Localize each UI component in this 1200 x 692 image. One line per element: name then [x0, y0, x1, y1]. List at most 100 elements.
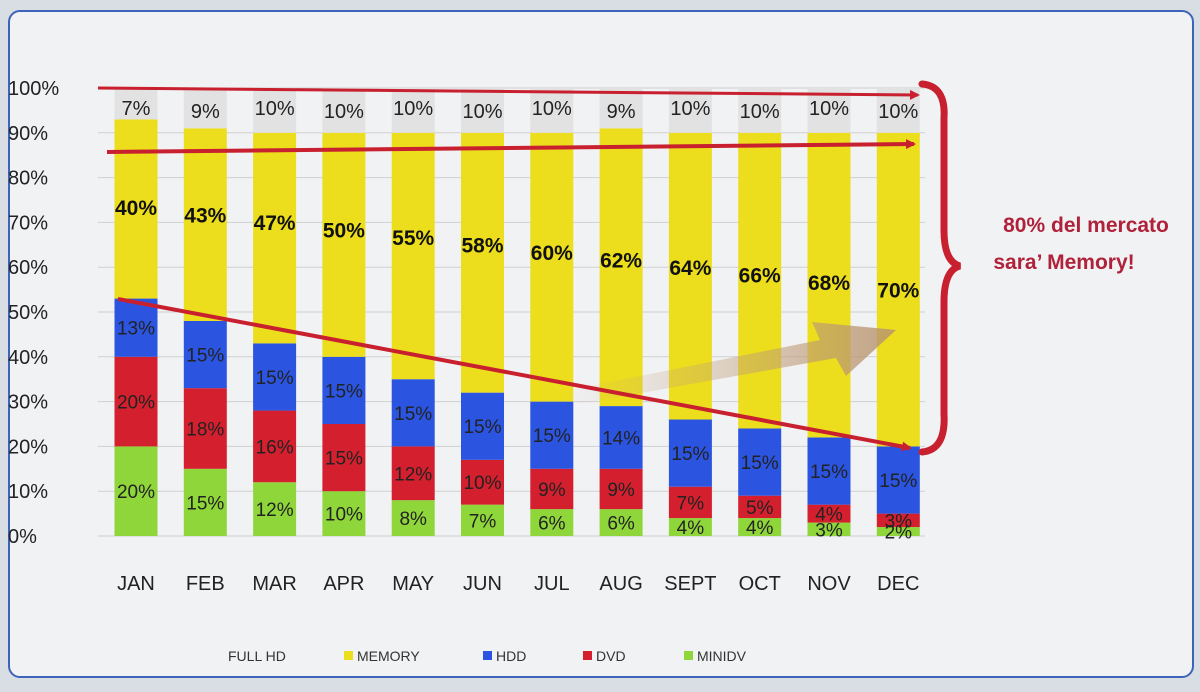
- x-tick-label: FEB: [186, 573, 225, 595]
- bar-hdd: [253, 343, 297, 411]
- bar-minidv: [530, 509, 574, 536]
- bar-minidv: [738, 518, 782, 536]
- legend-label: MINIDV: [697, 648, 747, 664]
- bar-minidv: [183, 468, 227, 536]
- bar-dvd: [391, 446, 435, 501]
- legend-swatch: [344, 651, 353, 660]
- data-label: 4%: [746, 518, 774, 539]
- data-label: 16%: [256, 437, 294, 458]
- y-tick-label: 10%: [8, 481, 48, 503]
- x-tick-label: MAY: [392, 573, 434, 595]
- y-tick-label: 0%: [8, 526, 37, 548]
- data-label: 10%: [462, 101, 502, 123]
- bar-full-hd: [599, 88, 643, 129]
- bar-hdd: [876, 446, 920, 514]
- x-tick-label: JAN: [117, 573, 155, 595]
- bar-dvd: [668, 486, 712, 519]
- y-tick-label: 70%: [8, 212, 48, 234]
- data-label: 10%: [532, 98, 572, 120]
- data-label: 20%: [117, 482, 155, 503]
- bar-minidv: [599, 509, 643, 536]
- bar-full-hd: [461, 88, 504, 133]
- x-tick-label: OCT: [739, 573, 781, 595]
- data-label: 15%: [256, 368, 294, 389]
- bar-hdd: [807, 437, 851, 505]
- bar-memory: [253, 132, 297, 344]
- data-label: 9%: [607, 101, 636, 123]
- data-label: 7%: [677, 493, 705, 514]
- bar-full-hd: [322, 88, 366, 133]
- data-label: 4%: [815, 505, 843, 526]
- data-label: 3%: [885, 511, 913, 532]
- data-label: 55%: [392, 227, 434, 250]
- data-label: 15%: [879, 471, 917, 492]
- growth-trend-arrow: [560, 322, 896, 404]
- data-label: 15%: [186, 346, 224, 367]
- data-label: 7%: [122, 98, 151, 120]
- data-label: 6%: [538, 514, 566, 535]
- x-tick-label: APR: [323, 573, 364, 595]
- data-label: 68%: [808, 272, 850, 295]
- bar-hdd: [114, 298, 158, 357]
- data-label: 15%: [325, 449, 363, 470]
- bar-memory: [807, 132, 851, 438]
- bar-full-hd: [183, 88, 227, 129]
- data-labels: 20% 20% 13% 40% 7% 15% 18% 15% 43% 9% 12% 16% 15% 47%…: [115, 98, 920, 544]
- data-label: 9%: [607, 480, 635, 501]
- bar-memory: [114, 119, 158, 299]
- bar-hdd: [322, 356, 366, 424]
- data-label: 14%: [602, 428, 640, 449]
- data-label: 7%: [469, 511, 497, 532]
- data-label: 15%: [533, 426, 571, 447]
- data-label: 15%: [741, 453, 779, 474]
- bar-dvd: [738, 495, 782, 519]
- data-label: 10%: [393, 98, 433, 120]
- decline-arrow: [117, 297, 912, 452]
- data-label: 12%: [394, 464, 432, 485]
- data-label: 13%: [117, 319, 155, 340]
- y-tick-label: 100%: [8, 78, 59, 100]
- bar-full-hd: [114, 88, 158, 120]
- data-label: 10%: [878, 101, 918, 123]
- data-label: 10%: [255, 98, 295, 120]
- y-tick-label: 20%: [8, 436, 48, 458]
- bar-memory: [183, 128, 227, 321]
- y-tick-label: 80%: [8, 168, 48, 190]
- grid-lines: [98, 87, 925, 537]
- bar-dvd: [530, 468, 574, 510]
- legend-swatch: [483, 651, 492, 660]
- bar-hdd: [599, 406, 643, 469]
- note-line-2: sara’ Memory!: [993, 251, 1134, 274]
- x-tick-label: JUL: [534, 573, 570, 595]
- bar-memory: [322, 132, 366, 357]
- bar-memory: [738, 132, 782, 429]
- top-arrow: [97, 86, 920, 100]
- bar-dvd: [114, 356, 158, 447]
- data-label: 40%: [115, 197, 157, 220]
- data-label: 15%: [671, 444, 709, 465]
- data-label: 3%: [815, 520, 843, 541]
- emphasis-arrows: [97, 86, 920, 452]
- bar-full-hd: [253, 88, 297, 133]
- data-label: 4%: [677, 518, 705, 539]
- y-axis-ticks: 0% 10% 20% 30% 40% 50% 60% 70% 80% 90% 100%: [8, 78, 59, 548]
- data-label: 70%: [877, 280, 919, 303]
- bar-dvd: [322, 424, 366, 492]
- bar-dvd: [807, 504, 851, 523]
- bar-hdd: [738, 428, 782, 496]
- data-label: 47%: [254, 212, 296, 235]
- bar-minidv: [322, 491, 366, 536]
- y-tick-label: 30%: [8, 392, 48, 414]
- memory-level-arrow: [106, 139, 916, 154]
- bar-minidv: [807, 522, 851, 536]
- data-label: 66%: [739, 265, 781, 288]
- bar-dvd: [461, 459, 504, 505]
- data-label: 15%: [394, 404, 432, 425]
- y-tick-label: 50%: [8, 302, 48, 324]
- data-label: 15%: [325, 381, 363, 402]
- data-label: 64%: [669, 257, 711, 280]
- data-label: 62%: [600, 250, 642, 273]
- bar-hdd: [461, 392, 504, 460]
- data-label: 20%: [117, 393, 155, 414]
